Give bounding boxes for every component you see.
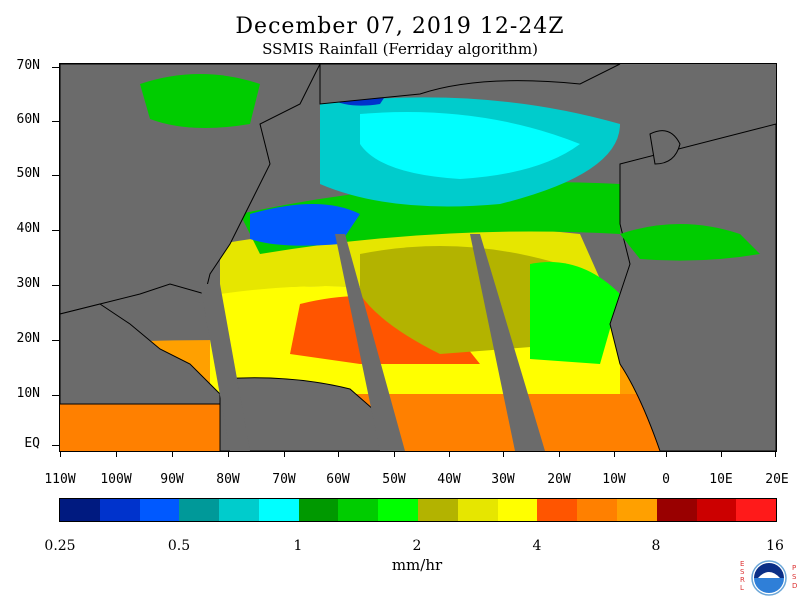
lon-tick [116,451,117,457]
no-data-swath-west [335,234,405,451]
greenland-landmass [319,64,621,105]
colorbar-swatch [616,499,657,521]
colorbar-label-2: 2 [412,538,422,554]
lon-label-60w: 60W [326,472,350,487]
noaa-logo-sea [754,578,784,593]
colorbar-swatch [656,499,697,521]
lat-label-40n: 40N [16,221,40,236]
lat-label-eq: EQ [24,436,40,451]
rain-band-light-cyan [360,112,580,179]
lon-label-100w: 100W [100,472,132,487]
lat-label-60n: 60N [16,112,40,127]
colorbar-label-1: 1 [293,538,303,554]
lat-tick [52,395,59,396]
colorbar-swatch [298,499,339,521]
colorbar-swatch [99,499,140,521]
noaa-logo-sky [754,563,784,578]
lat-tick [52,445,59,446]
lon-tick [503,451,504,457]
colorbar-swatch [338,499,379,521]
lon-tick [60,451,61,457]
lon-label-10w: 10W [602,472,626,487]
units-label: mm/hr [391,556,443,574]
lon-tick [338,451,339,457]
rain-over-canada [140,74,260,128]
lon-label-110w: 110W [44,472,76,487]
colorbar-label-16: 16 [766,538,784,554]
lon-tick [559,451,560,457]
lon-tick [614,451,615,457]
noaa-logo-svg [751,560,787,596]
colorbar [59,498,777,522]
no-data-swath-far-west [200,284,250,451]
colorbar-label-0.25: 0.25 [44,538,76,554]
colorbar-label-0.5: 0.5 [167,538,191,554]
lat-tick [52,285,59,286]
lon-label-20w: 20W [547,472,571,487]
no-data-swath-east [470,234,545,451]
lat-tick [52,121,59,122]
lon-label-50w: 50W [382,472,406,487]
lat-label-20n: 20N [16,331,40,346]
colorbar-swatch [258,499,299,521]
lon-tick [775,451,776,457]
british-isles-landmass [649,130,681,165]
lat-label-10n: 10N [16,386,40,401]
colorbar-swatch [497,499,538,521]
lon-label-90w: 90W [160,472,184,487]
lon-tick [666,451,667,457]
north-america-landmass [60,64,321,315]
lon-tick [449,451,450,457]
lon-tick [284,451,285,457]
lon-tick [228,451,229,457]
colorbar-swatch [378,499,419,521]
lat-label-70n: 70N [16,58,40,73]
colorbar-swatch [418,499,458,521]
noaa-logo-bird [758,572,780,578]
rain-over-mediterranean [620,224,760,261]
map-title: December 07, 2019 12-24Z [235,14,565,39]
colorbar-swatch [736,499,777,521]
rain-band-bright-green [530,262,620,364]
colorbar-swatch [179,499,220,521]
europe-africa-landmass [609,123,776,451]
lat-label-50n: 50N [16,166,40,181]
colorbar-swatch [219,499,259,521]
colorbar-swatch [696,499,737,521]
colorbar-swatch [60,499,100,521]
colorbar-swatch [139,499,180,521]
lat-tick [52,67,59,68]
lon-label-30w: 30W [491,472,515,487]
map-subtitle: SSMIS Rainfall (Ferriday algorithm) [262,40,538,58]
lon-label-80w: 80W [216,472,240,487]
lon-label-10e: 10E [709,472,733,487]
lon-tick [394,451,395,457]
rainfall-map [59,63,777,452]
central-america-landmass [60,303,232,405]
rainfall-map-svg [60,64,776,451]
lat-tick [52,175,59,176]
lon-tick [172,451,173,457]
lat-tick [52,230,59,231]
lat-label-30n: 30N [16,276,40,291]
lon-label-20e: 20E [765,472,789,487]
rain-band-olive [360,246,570,354]
rain-band-blue [250,204,360,246]
lon-label-40w: 40W [437,472,461,487]
colorbar-swatch [577,499,617,521]
lon-label-0: 0 [662,472,670,487]
colorbar-swatch [537,499,578,521]
colorbar-swatch [457,499,498,521]
lon-tick [721,451,722,457]
colorbar-label-8: 8 [651,538,661,554]
colorbar-label-4: 4 [532,538,542,554]
lon-label-70w: 70W [272,472,296,487]
lat-tick [52,340,59,341]
